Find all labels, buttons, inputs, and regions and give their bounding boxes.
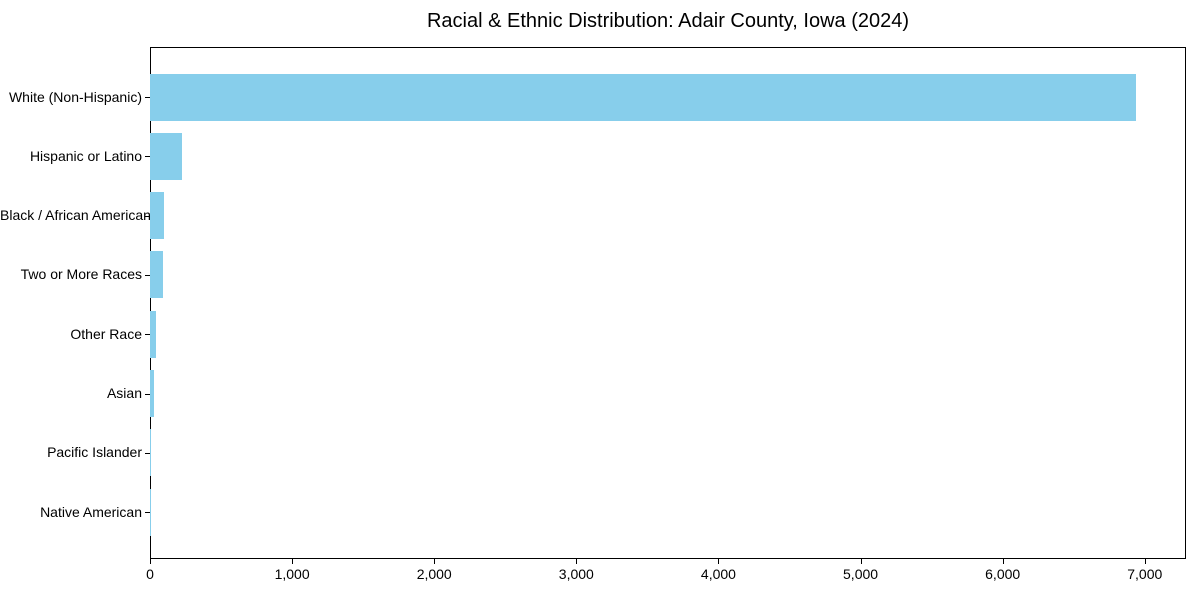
bar-pacific-islander <box>150 429 151 477</box>
x-tick-mark <box>434 559 436 564</box>
x-tick-mark <box>576 559 578 564</box>
x-tick-mark <box>718 559 720 564</box>
y-tick-label: White (Non-Hispanic) <box>8 88 142 105</box>
bar-black-african-american <box>150 192 165 240</box>
y-tick-label: Hispanic or Latino <box>29 147 142 164</box>
chart-title: Racial & Ethnic Distribution: Adair Coun… <box>426 10 910 32</box>
y-tick-label: Native American <box>40 503 142 520</box>
y-tick-mark <box>145 334 150 336</box>
y-tick-label: Asian <box>106 385 142 401</box>
bar-hispanic-or-latino <box>150 132 183 180</box>
y-tick-label: Black / African American <box>0 207 151 224</box>
x-tick-label: 5,000 <box>843 566 879 582</box>
bar-other-race <box>150 310 157 358</box>
x-tick-label: 1,000 <box>274 566 310 582</box>
y-tick-mark <box>145 215 150 217</box>
y-tick-label: Pacific Islander <box>47 444 142 461</box>
bar-asian <box>150 370 154 417</box>
x-tick-mark <box>1002 559 1004 564</box>
x-tick-label: 4,000 <box>700 566 736 582</box>
y-tick-mark <box>145 452 150 454</box>
y-tick-mark <box>145 274 150 276</box>
x-tick-mark <box>150 559 151 564</box>
y-tick-label: Other Race <box>70 325 142 342</box>
y-tick-mark <box>145 512 150 514</box>
bar-two-or-more-races <box>150 251 164 299</box>
y-tick-mark <box>145 97 150 98</box>
y-tick-label: Two or More Races <box>20 266 142 283</box>
x-tick-label: 2,000 <box>416 566 452 582</box>
x-tick-label: 0 <box>146 566 154 582</box>
plot-area <box>150 47 1186 559</box>
y-tick-mark <box>145 156 150 158</box>
x-tick-mark <box>292 559 294 564</box>
x-tick-mark <box>860 559 862 564</box>
x-tick-label: 6,000 <box>985 566 1021 582</box>
bar-white-non-hispanic <box>150 73 1137 121</box>
y-tick-mark <box>145 393 150 395</box>
x-tick-mark <box>1144 559 1146 564</box>
x-tick-label: 7,000 <box>1127 566 1163 582</box>
x-tick-label: 3,000 <box>558 566 594 582</box>
